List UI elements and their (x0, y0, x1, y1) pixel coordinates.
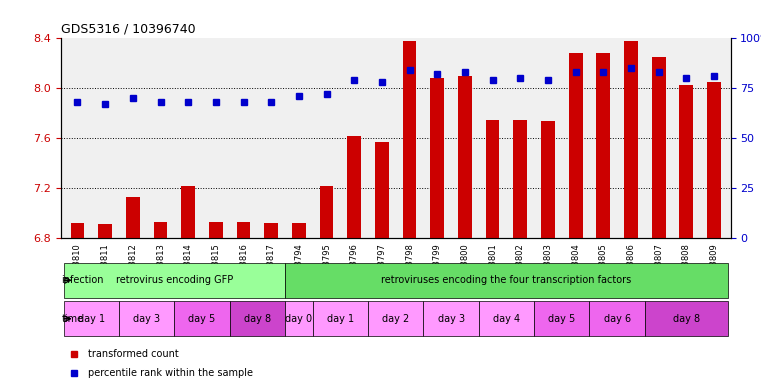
Text: day 8: day 8 (673, 314, 700, 324)
FancyBboxPatch shape (119, 301, 174, 336)
FancyBboxPatch shape (645, 301, 728, 336)
Bar (71, 223, 84, 238)
Text: day 1: day 1 (78, 314, 105, 324)
Bar (154, 222, 167, 238)
Bar (624, 41, 638, 238)
FancyBboxPatch shape (64, 301, 119, 336)
Bar (651, 57, 666, 238)
Bar (320, 185, 333, 238)
Bar (98, 224, 112, 238)
Text: percentile rank within the sample: percentile rank within the sample (88, 368, 253, 379)
FancyBboxPatch shape (423, 301, 479, 336)
FancyBboxPatch shape (64, 263, 285, 298)
Bar (541, 121, 555, 238)
Bar (181, 185, 195, 238)
Text: time: time (62, 314, 84, 324)
FancyBboxPatch shape (368, 301, 423, 336)
FancyBboxPatch shape (534, 301, 590, 336)
Text: day 2: day 2 (382, 314, 409, 324)
Bar (680, 84, 693, 238)
Bar (292, 223, 306, 238)
FancyBboxPatch shape (285, 301, 313, 336)
Text: day 3: day 3 (133, 314, 161, 324)
Bar (707, 82, 721, 238)
Text: retroviruses encoding the four transcription factors: retroviruses encoding the four transcrip… (381, 275, 632, 285)
Text: day 6: day 6 (603, 314, 631, 324)
Bar (375, 142, 389, 238)
Text: retrovirus encoding GFP: retrovirus encoding GFP (116, 275, 233, 285)
Bar (514, 119, 527, 238)
Text: day 0: day 0 (285, 314, 313, 324)
Bar (347, 136, 361, 238)
Bar (264, 223, 278, 238)
Bar (568, 53, 582, 238)
Bar (209, 222, 223, 238)
Bar (486, 119, 499, 238)
FancyBboxPatch shape (313, 301, 368, 336)
FancyBboxPatch shape (230, 301, 285, 336)
FancyBboxPatch shape (479, 301, 534, 336)
FancyBboxPatch shape (285, 263, 728, 298)
Text: day 5: day 5 (548, 314, 575, 324)
Bar (458, 76, 472, 238)
Bar (430, 78, 444, 238)
Bar (403, 41, 416, 238)
Bar (237, 222, 250, 238)
Text: day 3: day 3 (438, 314, 465, 324)
Text: day 1: day 1 (326, 314, 354, 324)
Bar (126, 197, 140, 238)
Text: day 8: day 8 (244, 314, 271, 324)
FancyBboxPatch shape (590, 301, 645, 336)
Text: day 5: day 5 (189, 314, 215, 324)
Text: day 4: day 4 (493, 314, 520, 324)
Text: GDS5316 / 10396740: GDS5316 / 10396740 (61, 23, 196, 36)
Text: infection: infection (62, 275, 104, 285)
Text: transformed count: transformed count (88, 349, 178, 359)
Bar (597, 53, 610, 238)
FancyBboxPatch shape (174, 301, 230, 336)
